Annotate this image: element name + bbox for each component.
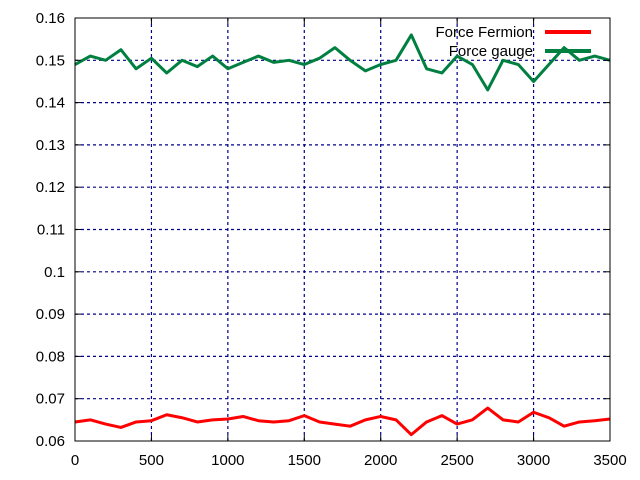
series-line-force-gauge [74, 33, 611, 92]
x-tick-label: 3000 [517, 452, 550, 469]
x-tick-label: 1000 [211, 452, 244, 469]
y-tick-label: 0.14 [36, 95, 65, 112]
grid [75, 18, 610, 441]
x-tick-label: 500 [139, 452, 164, 469]
legend-label: Force Fermion [435, 24, 533, 41]
legend-label: Force gauge [449, 43, 533, 60]
y-tick-label: 0.13 [36, 137, 65, 154]
y-tick-label: 0.16 [36, 10, 65, 27]
series-layer [74, 33, 611, 437]
x-tick-label: 1500 [288, 452, 321, 469]
x-tick-labels: 0 500 1000 1500 2000 2500 3000 3500 [71, 452, 627, 469]
y-tick-label: 0.15 [36, 52, 65, 69]
legend: Force Fermion Force gauge [435, 24, 591, 60]
y-tick-label: 0.07 [36, 391, 65, 408]
y-tick-labels: 0.06 0.07 0.08 0.09 0.1 0.11 0.12 0.13 0.14 0.15 0… [36, 10, 65, 450]
x-tick-label: 2500 [440, 452, 473, 469]
y-tick-label: 0.1 [44, 264, 65, 281]
x-tick-label: 3500 [593, 452, 626, 469]
y-tick-label: 0.06 [36, 433, 65, 450]
y-tick-label: 0.08 [36, 348, 65, 365]
tick-marks [74, 17, 611, 442]
y-tick-label: 0.12 [36, 179, 65, 196]
series-line-force-fermion [74, 406, 611, 437]
x-tick-label: 0 [71, 452, 79, 469]
y-tick-label: 0.11 [37, 222, 65, 239]
y-tick-label: 0.09 [36, 306, 65, 323]
x-tick-label: 2000 [364, 452, 397, 469]
